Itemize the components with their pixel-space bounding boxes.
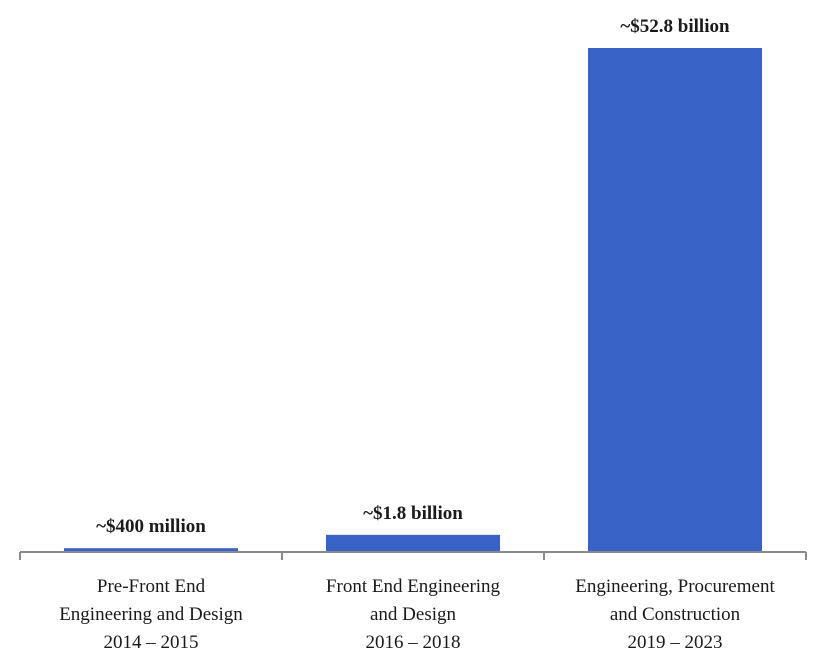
x-tick-label-2-line-2: and Design: [370, 604, 457, 625]
data-label-1: ~$400 million: [96, 516, 206, 537]
labels-group: ~$400 million Pre-Front End Engineering an…: [59, 16, 775, 653]
bar-3: [588, 48, 762, 552]
x-tick-label-3-line-2: and Construction: [610, 604, 741, 625]
x-tick-label-2-line-3: 2016 – 2018: [366, 632, 461, 653]
x-tick-label-1-line-2: Engineering and Design: [59, 604, 243, 625]
bar-2: [326, 534, 500, 552]
data-label-3: ~$52.8 billion: [620, 16, 730, 37]
x-tick-label-1-line-3: 2014 – 2015: [104, 632, 199, 653]
bars-group: [64, 48, 762, 552]
x-tick-label-3-line-1: Engineering, Procurement: [575, 576, 775, 597]
bar-1: [64, 548, 238, 552]
data-label-2: ~$1.8 billion: [363, 503, 463, 524]
x-axis: [19, 551, 807, 560]
x-tick-label-2-line-1: Front End Engineering: [326, 576, 501, 597]
x-tick-label-1-line-1: Pre-Front End: [97, 576, 206, 597]
x-tick-label-3-line-3: 2019 – 2023: [628, 632, 723, 653]
